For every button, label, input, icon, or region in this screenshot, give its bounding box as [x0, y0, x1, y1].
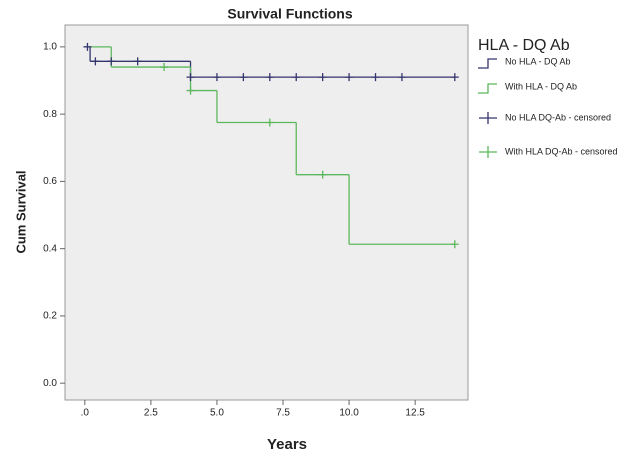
censor-mark: [186, 86, 195, 95]
censor-mark: [212, 73, 221, 82]
y-tick-label: 0.0: [43, 378, 57, 389]
y-tick-label: 1.0: [43, 42, 57, 53]
legend-label: With HLA - DQ Ab: [505, 81, 577, 91]
censor-mark: [292, 73, 301, 82]
censor-mark: [318, 73, 327, 82]
censor-mark: [133, 57, 142, 66]
censor-mark: [160, 63, 169, 72]
legend-swatch: [479, 112, 497, 124]
censor-mark: [397, 73, 406, 82]
x-tick-label: 5.0: [210, 408, 224, 419]
censor-mark: [91, 57, 100, 66]
censor-mark: [186, 73, 195, 82]
legend-swatch: [478, 58, 497, 69]
x-axis-label: Years: [267, 436, 307, 453]
censor-mark: [345, 73, 354, 82]
legend-swatch: [478, 83, 497, 94]
legend-swatch: [479, 146, 497, 158]
y-axis-label: Cum Survival: [13, 170, 28, 253]
y-tick-label: 0.4: [43, 243, 57, 254]
censor-mark: [265, 118, 274, 127]
plot-area: [64, 24, 469, 401]
x-tick-label: 12.5: [405, 408, 425, 419]
censor-mark: [450, 73, 459, 82]
censor-mark: [107, 57, 116, 66]
censor-mark: [83, 42, 92, 51]
legend-label: No HLA - DQ Ab: [505, 56, 571, 66]
censor-mark: [318, 170, 327, 179]
y-tick-label: 0.2: [43, 311, 57, 322]
legend-label: With HLA DQ-Ab - censored: [505, 146, 618, 156]
x-tick-label: .0: [81, 408, 90, 419]
x-tick-label: 2.5: [144, 408, 158, 419]
x-tick-label: 10.0: [339, 408, 359, 419]
x-tick-label: 7.5: [276, 408, 290, 419]
legend-label: No HLA DQ-Ab - censored: [505, 112, 611, 122]
chart-title: Survival Functions: [227, 6, 352, 22]
censor-mark: [265, 73, 274, 82]
censor-mark: [371, 73, 380, 82]
y-tick-label: 0.6: [43, 176, 57, 187]
censor-mark: [239, 73, 248, 82]
y-tick-label: 0.8: [43, 109, 57, 120]
legend-title: HLA - DQ Ab: [478, 37, 570, 54]
censor-mark: [450, 240, 459, 249]
